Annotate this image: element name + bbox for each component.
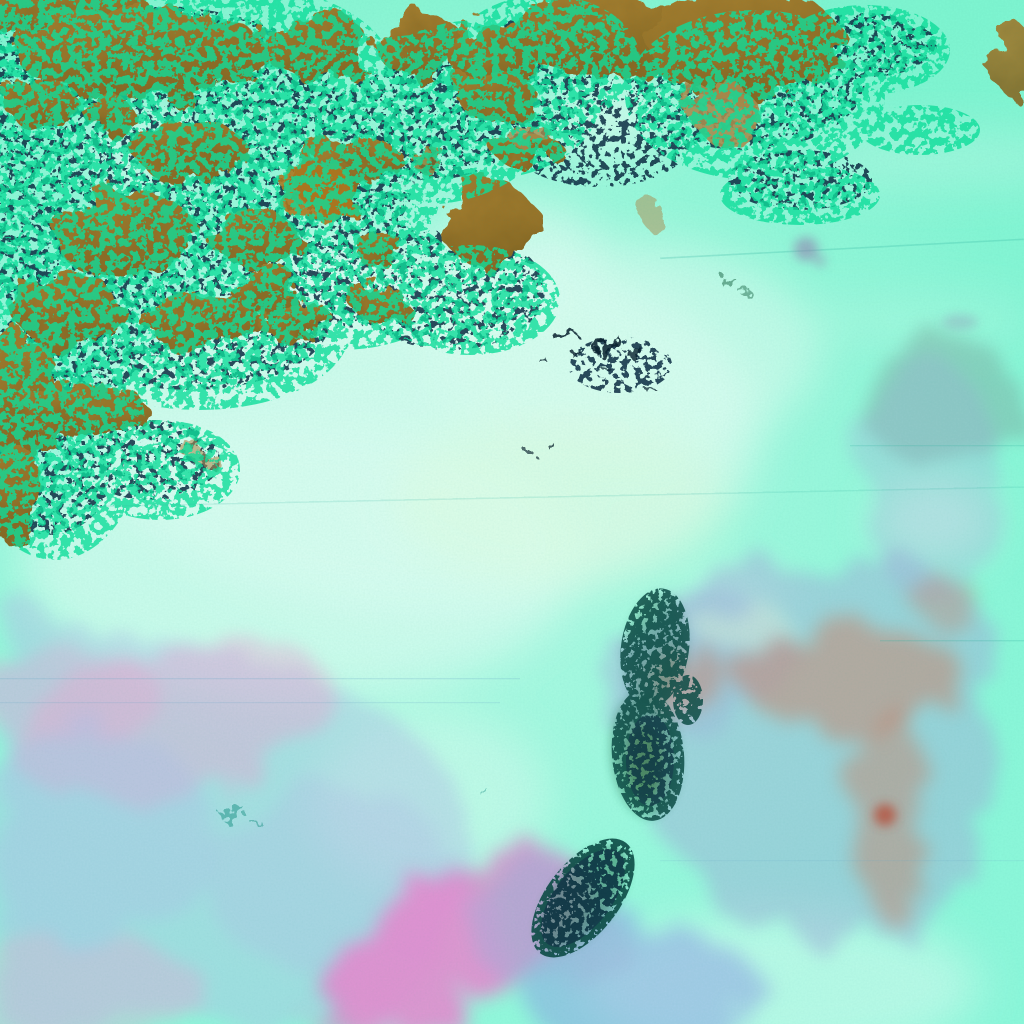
satellite-image: False-color satellite scene	[0, 0, 1024, 1024]
satellite-canvas: False-color satellite scene	[0, 0, 1024, 1024]
grain-overlay	[0, 0, 1024, 1024]
